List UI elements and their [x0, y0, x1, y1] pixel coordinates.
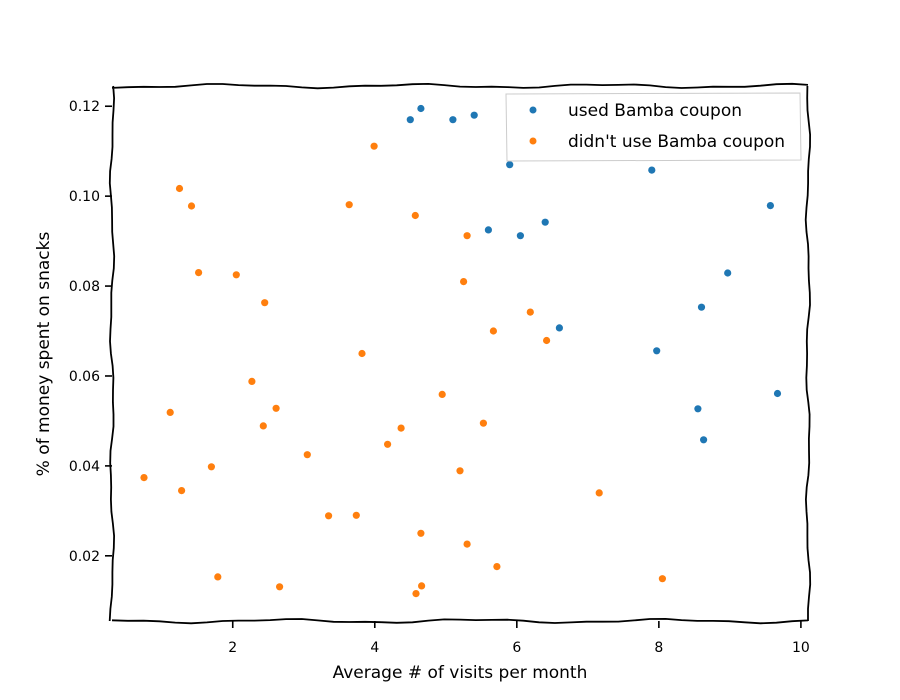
data-point-used-coupon [773, 389, 782, 398]
data-point-no-coupon [195, 269, 203, 277]
data-point-no-coupon [187, 202, 196, 210]
legend-box [505, 92, 802, 162]
data-point-no-coupon [325, 512, 333, 520]
data-point-used-coupon [406, 116, 414, 124]
x-tick-label: 10 [792, 640, 810, 656]
data-point-no-coupon [175, 184, 184, 193]
x-axis-ticks: 2 4 6 8 10 [228, 621, 810, 656]
data-point-no-coupon [303, 451, 311, 459]
data-point-no-coupon [248, 377, 256, 385]
data-point-no-coupon [232, 271, 240, 279]
data-point-no-coupon [412, 590, 420, 598]
data-point-no-coupon [259, 422, 267, 430]
y-tick-label: 0.12 [69, 99, 100, 115]
legend-marker-not-used [529, 137, 537, 145]
data-point-no-coupon [489, 327, 497, 335]
data-point-no-coupon [345, 201, 353, 209]
x-tick-label: 8 [654, 640, 663, 656]
x-tick-label: 4 [370, 640, 379, 656]
data-point-no-coupon [456, 467, 464, 475]
data-point-used-coupon [694, 405, 702, 413]
data-point-used-coupon [417, 104, 425, 113]
x-axis-label: Average # of visits per month [333, 663, 588, 683]
data-point-no-coupon [370, 142, 378, 150]
data-point-no-coupon [140, 474, 148, 482]
data-point-no-coupon [207, 463, 215, 471]
plot-frame [108, 82, 812, 625]
data-point-used-coupon [724, 269, 732, 277]
data-point-used-coupon [653, 347, 661, 355]
data-point-used-coupon [449, 116, 457, 124]
y-axis-ticks: 0.02 0.04 0.06 0.08 0.10 0.12 [69, 99, 112, 565]
data-point-no-coupon [411, 211, 419, 220]
data-point-no-coupon [397, 424, 405, 432]
data-point-used-coupon [470, 111, 478, 119]
x-tick-label: 2 [228, 640, 237, 656]
y-tick-label: 0.08 [69, 279, 100, 295]
data-point-no-coupon [543, 336, 551, 345]
data-point-no-coupon [352, 511, 360, 519]
data-point-no-coupon [463, 232, 471, 240]
data-point-used-coupon [648, 166, 656, 174]
data-point-no-coupon [595, 489, 603, 497]
data-point-no-coupon [276, 583, 284, 591]
scatter-points [140, 104, 782, 598]
data-point-no-coupon [384, 440, 392, 448]
data-point-no-coupon [460, 278, 468, 286]
data-point-used-coupon [484, 226, 492, 234]
data-point-used-coupon [541, 218, 549, 226]
data-point-no-coupon [526, 308, 534, 316]
data-point-no-coupon [358, 349, 366, 358]
data-point-used-coupon [506, 161, 514, 169]
legend-marker-used [529, 106, 537, 114]
y-tick-label: 0.10 [69, 189, 100, 205]
y-tick-label: 0.06 [69, 369, 100, 385]
data-point-used-coupon [700, 436, 708, 444]
data-point-no-coupon [493, 563, 501, 571]
data-point-no-coupon [214, 573, 222, 581]
data-point-no-coupon [178, 487, 186, 495]
legend: used Bamba coupon didn't use Bamba coupo… [505, 92, 802, 162]
legend-label-not-used: didn't use Bamba coupon [568, 132, 785, 152]
data-point-no-coupon [438, 390, 446, 398]
data-point-no-coupon [418, 582, 426, 590]
data-point-used-coupon [516, 232, 525, 240]
data-point-no-coupon [479, 419, 487, 427]
y-axis-label: % of money spent on snacks [34, 232, 54, 477]
x-tick-label: 6 [512, 640, 521, 656]
data-point-no-coupon [166, 408, 174, 416]
data-point-no-coupon [261, 299, 269, 307]
data-point-used-coupon [766, 202, 775, 210]
y-tick-label: 0.02 [69, 549, 100, 565]
data-point-no-coupon [463, 540, 471, 548]
y-tick-label: 0.04 [69, 459, 100, 475]
data-point-no-coupon [417, 529, 425, 537]
data-point-no-coupon [658, 575, 667, 583]
legend-label-used: used Bamba coupon [568, 101, 742, 121]
data-point-used-coupon [555, 324, 564, 332]
data-point-no-coupon [272, 404, 280, 412]
data-point-used-coupon [697, 303, 706, 311]
